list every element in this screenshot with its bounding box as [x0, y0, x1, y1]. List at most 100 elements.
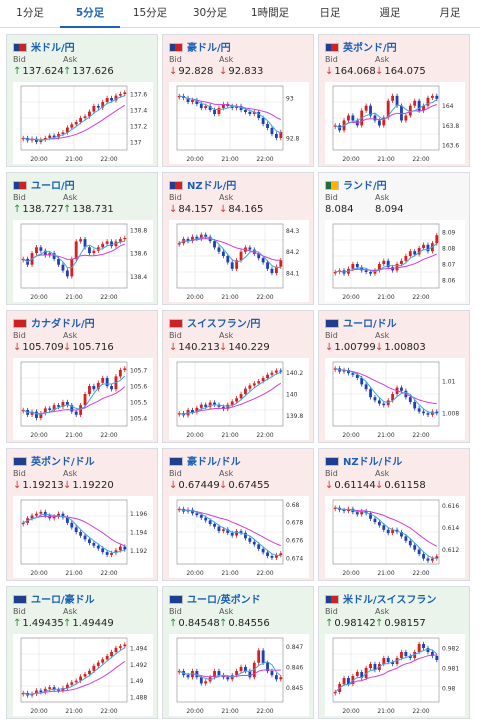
rate-card-usd-jpy[interactable]: 米ドル/円 Bid Ask ↑137.624 ↑137.626 137.6 137.4 137… [6, 34, 158, 167]
mini-chart[interactable]: 84.3 84.2 84.1 20:00 21:00 22:00 [169, 220, 309, 302]
plot-frame [20, 85, 128, 151]
rate-card-gbp-usd[interactable]: 英ポンド/ドル Bid Ask ↓1.19213 ↓1.19220 1.196 1.194 1… [6, 448, 158, 581]
pair-link[interactable]: ユーロ/英ポンド [169, 591, 261, 606]
trend-arrow-icon: ↓ [63, 480, 72, 491]
tab-daily[interactable]: 日足 [319, 7, 341, 19]
candle-body [257, 253, 261, 259]
candle-body [395, 95, 399, 106]
bid-value: 0.84548 [178, 618, 220, 629]
candle-body [386, 529, 390, 534]
plot-frame [20, 361, 128, 427]
rate-card-nzd-usd[interactable]: NZドル/ドル Bid Ask ↓0.61144 ↓0.61158 0.616 0.614 0… [318, 448, 470, 581]
candle-body [221, 529, 225, 532]
pair-link[interactable]: NZドル/ドル [325, 453, 402, 468]
candle-body [83, 394, 87, 406]
pair-link[interactable]: ユーロ/豪ドル [13, 591, 95, 606]
mini-chart[interactable]: 140.2 140 139.8 20:00 21:00 22:00 [169, 358, 309, 440]
candle-body [244, 666, 247, 672]
chart-svg: 164 163.8 163.6 20:00 21:00 22:00 [325, 82, 465, 164]
rate-card-eur-usd[interactable]: ユーロ/ドル Bid Ask ↓1.00799 ↓1.00803 1.01 1.008 20:… [318, 310, 470, 443]
flag-icon [325, 595, 339, 604]
candle-body [270, 671, 274, 676]
tab-weekly[interactable]: 週足 [379, 7, 401, 19]
x-tick-label: 22:00 [100, 570, 117, 577]
ma-short-line [178, 236, 281, 269]
x-tick-label: 20:00 [342, 432, 359, 439]
pair-link[interactable]: カナダドル/円 [13, 315, 95, 330]
y-tick-label: 0.612 [442, 547, 459, 554]
rate-card-eur-aud[interactable]: ユーロ/豪ドル Bid Ask ↑1.49435 ↑1.49449 1.494 1.492 1… [6, 586, 158, 719]
bid-label: Bid [325, 193, 338, 202]
tab-5min[interactable]: 5分足 [60, 0, 120, 28]
y-tick-label: 137.4 [130, 108, 147, 115]
mini-chart[interactable]: 138.8 138.6 138.4 20:00 21:00 22:00 [13, 220, 153, 302]
candle-body [70, 405, 74, 412]
tab-1hour[interactable]: 1時間足 [250, 7, 290, 19]
candle-body [244, 388, 247, 394]
mini-chart[interactable]: 1.01 1.008 20:00 21:00 22:00 [325, 358, 465, 440]
candle-body [208, 402, 212, 407]
timeframe-tab-bar: 1分足 5分足 15分足 30分足 1時間足 日足 週足 月足 [0, 0, 480, 28]
mini-chart[interactable]: 164 163.8 163.6 20:00 21:00 22:00 [325, 82, 465, 164]
pair-link[interactable]: 豪ドル/ドル [169, 453, 241, 468]
rate-card-nzd-jpy[interactable]: NZドル/円 Bid Ask ↓84.157 ↓84.165 84.3 84.2 84.1 20… [162, 172, 314, 305]
bid-price: ↓1.00799 [325, 342, 376, 353]
rate-card-usd-chf[interactable]: 米ドル/スイスフラン Bid Ask ↑0.98142 ↑0.98157 0.982 0.9… [318, 586, 470, 719]
pair-link[interactable]: 米ドル/スイスフラン [325, 591, 436, 606]
rate-card-eur-jpy[interactable]: ユーロ/円 Bid Ask ↑138.727 ↑138.731 138.8 138.6 138… [6, 172, 158, 305]
x-tick-label: 20:00 [186, 708, 203, 715]
candle-body [110, 241, 113, 247]
candle-body [177, 96, 181, 98]
rate-card-aud-usd[interactable]: 豪ドル/ドル Bid Ask ↓0.67449 ↓0.67455 0.68 0.678 0.6… [162, 448, 314, 581]
rate-card-gbp-jpy[interactable]: 英ポンド/円 Bid Ask ↓164.068 ↓164.075 164 163.8 163.… [318, 34, 470, 167]
rate-card-cad-jpy[interactable]: カナダドル/円 Bid Ask ↓105.709 ↓105.716 105.7 105.6 1… [6, 310, 158, 443]
mini-chart[interactable]: 0.982 0.981 0.98 20:00 21:00 22:00 [325, 634, 465, 716]
trend-arrow-icon: ↑ [219, 618, 228, 629]
y-tick-label: 8.06 [442, 278, 456, 285]
mini-chart[interactable]: 1.494 1.492 1.49 1.488 20:00 21:00 22:00 [13, 634, 153, 716]
ask-price: ↓1.00803 [375, 342, 426, 353]
mini-chart[interactable]: 8.09 8.08 8.07 8.06 20:00 21:00 22:00 [325, 220, 465, 302]
pair-link[interactable]: 豪ドル/円 [169, 39, 231, 54]
y-tick-label: 163.6 [442, 143, 459, 150]
candle-body [413, 251, 417, 255]
candle-body [252, 383, 256, 386]
mini-chart[interactable]: 0.68 0.678 0.676 0.674 20:00 21:00 22:00 [169, 496, 309, 578]
flag-color-b [175, 182, 182, 189]
rate-card-chf-jpy[interactable]: スイスフラン/円 Bid Ask ↓140.213 ↓140.229 140.2 140 13… [162, 310, 314, 443]
mini-chart[interactable]: 0.616 0.614 0.612 20:00 21:00 22:00 [325, 496, 465, 578]
pair-link[interactable]: 英ポンド/円 [325, 39, 397, 54]
rate-card-zar-jpy[interactable]: ランド/円 Bid Ask 8.084 8.094 8.09 8.08 8.07 8.06 20:… [318, 172, 470, 305]
candle-body [177, 243, 181, 245]
pair-link[interactable]: NZドル/円 [169, 177, 236, 192]
mini-chart[interactable]: 137.6 137.4 137.2 137 20:00 21:00 22:00 [13, 82, 153, 164]
pair-link[interactable]: スイスフラン/円 [169, 315, 260, 330]
y-tick-label: 1.008 [442, 411, 459, 418]
pair-link[interactable]: 米ドル/円 [13, 39, 75, 54]
pair-link[interactable]: ユーロ/ドル [325, 315, 397, 330]
mini-chart[interactable]: 93 92.8 20:00 21:00 22:00 [169, 82, 309, 164]
chart-svg: 0.847 0.846 0.845 20:00 21:00 22:00 [169, 634, 309, 716]
mini-chart[interactable]: 1.196 1.194 1.192 20:00 21:00 22:00 [13, 496, 153, 578]
pair-link[interactable]: ユーロ/円 [13, 177, 75, 192]
ask-label: Ask [219, 331, 234, 340]
tab-1min[interactable]: 1分足 [16, 7, 44, 19]
pair-link[interactable]: ランド/円 [325, 177, 387, 192]
pair-link[interactable]: 英ポンド/ドル [13, 453, 95, 468]
ma-short-line [23, 647, 126, 695]
chart-svg: 93 92.8 20:00 21:00 22:00 [169, 82, 309, 164]
tab-15min[interactable]: 15分足 [132, 7, 168, 19]
candle-body [110, 651, 113, 657]
tab-monthly[interactable]: 月足 [439, 7, 461, 19]
mini-chart[interactable]: 0.847 0.846 0.845 20:00 21:00 22:00 [169, 634, 309, 716]
mini-chart[interactable]: 105.7 105.6 105.5 105.4 20:00 21:00 22:00 [13, 358, 153, 440]
plot-frame [176, 637, 284, 703]
candle-body [435, 95, 439, 99]
bid-value: 137.624 [22, 66, 64, 77]
tab-30min[interactable]: 30分足 [192, 7, 228, 19]
candle-body [39, 247, 43, 251]
x-tick-label: 20:00 [342, 708, 359, 715]
bid-value: 105.709 [22, 342, 64, 353]
rate-card-aud-jpy[interactable]: 豪ドル/円 Bid Ask ↓92.828 ↓92.833 93 92.8 20:00 21:0… [162, 34, 314, 167]
rate-card-eur-gbp[interactable]: ユーロ/英ポンド Bid Ask ↑0.84548 ↑0.84556 0.847 0.846… [162, 586, 314, 719]
